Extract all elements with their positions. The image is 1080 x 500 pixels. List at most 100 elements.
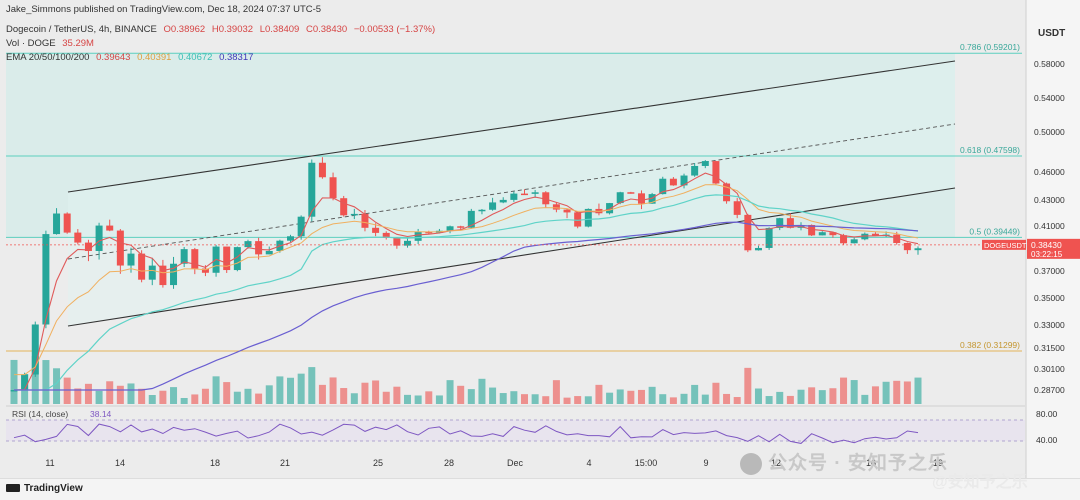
candle-body[interactable] — [223, 246, 231, 271]
candle-body[interactable] — [489, 202, 497, 210]
candle-body[interactable] — [138, 253, 146, 280]
ohlc-change: −0.00533 (−1.37%) — [353, 24, 436, 35]
candle-body[interactable] — [733, 201, 741, 215]
candle-body[interactable] — [478, 209, 486, 212]
candle-body[interactable] — [659, 178, 667, 195]
candle-body[interactable] — [648, 194, 656, 204]
candle-body[interactable] — [361, 213, 369, 228]
candle-body[interactable] — [510, 193, 518, 200]
candle-body[interactable] — [170, 263, 178, 286]
candle-body[interactable] — [552, 204, 560, 210]
candle-body[interactable] — [340, 198, 348, 216]
candle-body[interactable] — [680, 175, 688, 186]
candle-body[interactable] — [95, 225, 103, 251]
candle-body[interactable] — [829, 232, 837, 236]
candle-body[interactable] — [191, 249, 199, 269]
candle-body[interactable] — [84, 242, 92, 251]
candle-body[interactable] — [520, 193, 528, 196]
ema50-line[interactable] — [14, 184, 919, 376]
candle-body[interactable] — [116, 230, 124, 266]
symbol-label[interactable]: Dogecoin / TetherUS, 4h, BINANCE — [6, 24, 157, 35]
candle-body[interactable] — [318, 162, 326, 178]
candle-body[interactable] — [446, 226, 454, 231]
volume-label[interactable]: Vol · DOGE — [6, 38, 56, 49]
candle-body[interactable] — [723, 183, 731, 202]
candle-body[interactable] — [74, 232, 82, 243]
candle-body[interactable] — [669, 178, 677, 186]
candle-body[interactable] — [106, 225, 114, 231]
candle-body[interactable] — [765, 227, 773, 248]
channel-upper-line[interactable] — [67, 60, 956, 193]
candle-body[interactable] — [691, 165, 699, 176]
candle-body[interactable] — [308, 162, 316, 217]
ema200-line[interactable] — [14, 221, 919, 391]
volume-bar — [701, 394, 709, 404]
candle-body[interactable] — [531, 192, 539, 194]
candle-body[interactable] — [148, 265, 156, 280]
candle-body[interactable] — [467, 210, 475, 228]
candle-body[interactable] — [563, 209, 571, 213]
candle-body[interactable] — [159, 265, 167, 286]
volume-bar — [616, 389, 624, 404]
candle-body[interactable] — [53, 213, 61, 235]
candle-body[interactable] — [127, 253, 135, 266]
candle-body[interactable] — [42, 234, 50, 325]
candle-body[interactable] — [744, 214, 752, 251]
last-price-tag-bg[interactable] — [1027, 238, 1080, 259]
candle-body[interactable] — [861, 233, 869, 240]
candle-body[interactable] — [329, 177, 337, 199]
volume-bar — [223, 382, 231, 404]
ema-label[interactable]: EMA 20/50/100/200 — [6, 52, 90, 63]
rsi-line[interactable] — [13, 423, 919, 444]
rsi-value: 38.14 — [90, 409, 112, 419]
candle-body[interactable] — [850, 239, 858, 244]
candle-body[interactable] — [606, 203, 614, 214]
candle-body[interactable] — [616, 192, 624, 204]
ema100-line[interactable] — [14, 194, 919, 391]
candle-body[interactable] — [31, 324, 39, 375]
candle-body[interactable] — [244, 241, 252, 248]
candle-body[interactable] — [201, 268, 209, 273]
candle-body[interactable] — [903, 242, 911, 251]
candle-body[interactable] — [701, 161, 709, 166]
candle-body[interactable] — [818, 232, 826, 236]
candle-body[interactable] — [287, 236, 295, 241]
candle-body[interactable] — [808, 224, 816, 236]
candle-body[interactable] — [786, 218, 794, 228]
candle-body[interactable] — [372, 227, 380, 233]
candle-body[interactable] — [637, 193, 645, 204]
volume-bar — [318, 384, 326, 404]
candle-body[interactable] — [265, 250, 273, 255]
candle-body[interactable] — [542, 192, 550, 205]
candle-body[interactable] — [914, 248, 922, 251]
candle-body[interactable] — [180, 249, 188, 264]
time-tick-label: 21 — [280, 458, 290, 468]
volume-bar — [350, 393, 358, 404]
candle-body[interactable] — [414, 231, 422, 241]
candle-body[interactable] — [350, 213, 358, 216]
candle-body[interactable] — [382, 232, 390, 238]
candle-body[interactable] — [754, 247, 762, 251]
candle-body[interactable] — [584, 208, 592, 227]
candle-body[interactable] — [840, 235, 848, 244]
candle-body[interactable] — [404, 240, 412, 246]
channel-lower-line[interactable] — [67, 187, 956, 327]
candle-body[interactable] — [499, 199, 507, 203]
candle-body[interactable] — [63, 213, 71, 233]
candle-body[interactable] — [425, 231, 433, 234]
candle-body[interactable] — [393, 237, 401, 246]
ema20-line[interactable] — [13, 172, 919, 391]
candle-body[interactable] — [233, 247, 241, 271]
tradingview-logo[interactable]: TradingView — [6, 483, 83, 494]
candle-body[interactable] — [893, 234, 901, 243]
candle-body[interactable] — [297, 216, 305, 237]
candle-body[interactable] — [457, 226, 465, 228]
candle-body[interactable] — [712, 161, 720, 184]
volume-bar — [95, 390, 103, 404]
candle-body[interactable] — [871, 233, 879, 236]
candle-body[interactable] — [776, 218, 784, 228]
candle-body[interactable] — [627, 192, 635, 194]
candle-body[interactable] — [574, 212, 582, 227]
candle-body[interactable] — [255, 241, 263, 255]
